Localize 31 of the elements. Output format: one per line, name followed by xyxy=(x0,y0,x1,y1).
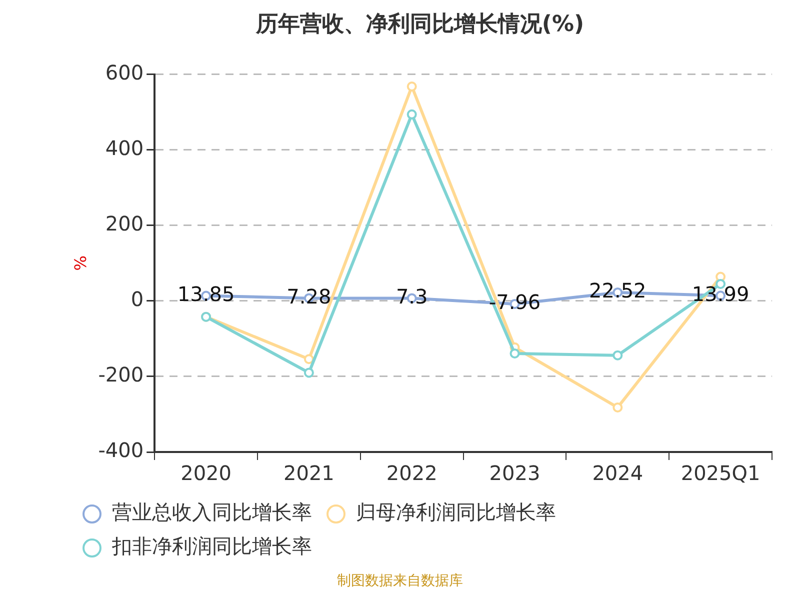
y-tick-label: 200 xyxy=(105,212,144,236)
y-tick-label: 400 xyxy=(105,136,144,160)
legend-label: 归母净利润同比增长率 xyxy=(356,500,556,524)
text: 制图数据来自数据库 xyxy=(336,572,464,590)
x-tick-label: 2022 xyxy=(386,461,438,486)
y-axis-title: % xyxy=(70,256,90,271)
y-tick-label: 600 xyxy=(105,60,144,85)
point xyxy=(406,109,417,120)
point xyxy=(612,402,623,412)
legend-label: 扣非净利润同比增长率 xyxy=(111,534,312,558)
data-label: 7.3 xyxy=(396,284,428,308)
y-tick-label: 0 xyxy=(130,287,144,312)
point xyxy=(406,81,417,92)
legend-label: 营业总收入同比增长率 xyxy=(112,500,312,524)
data-label: 7.28 xyxy=(286,284,332,308)
point xyxy=(304,354,314,364)
x-tick-label: 2024 xyxy=(592,461,644,486)
x-tick-label: 2021 xyxy=(283,461,334,486)
x-tick-label: 2023 xyxy=(489,461,540,486)
y-tick-label: -200 xyxy=(98,362,144,387)
data-label: -7.96 xyxy=(488,290,541,314)
y-tick-label: -400 xyxy=(98,438,144,462)
x-tick-label: 2025Q1 xyxy=(680,461,760,486)
chart-title: 历年营收、净利同比增长情况(%) xyxy=(254,12,584,37)
data-label: 13.99 xyxy=(692,282,750,306)
x-tick-label: 2020 xyxy=(180,461,232,486)
point xyxy=(510,348,520,358)
point xyxy=(304,368,314,378)
data-label: 13.85 xyxy=(177,282,235,306)
point xyxy=(612,350,623,360)
data-label: 22.52 xyxy=(589,278,646,303)
